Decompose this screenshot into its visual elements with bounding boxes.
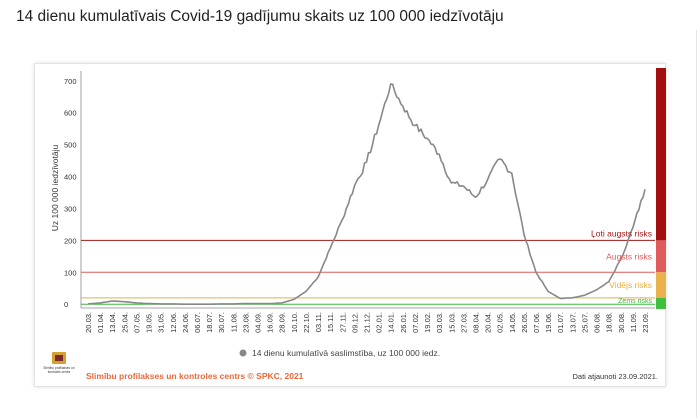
x-tick-label-45: 11.09. — [629, 312, 638, 332]
x-tick-label-6: 31.05. — [157, 312, 166, 333]
y-tick-label-1: 100 — [64, 268, 77, 277]
page-title: 14 dienu kumulatīvais Covid-19 gadījumu … — [16, 8, 504, 25]
x-tick-label-17: 10.10. — [290, 312, 299, 333]
axes — [80, 71, 655, 309]
x-tick-label-3: 25.04. — [120, 312, 129, 333]
risk-band-0 — [656, 68, 666, 241]
x-tick-label-19: 03.11. — [314, 312, 323, 332]
x-tick-label-35: 14.05. — [508, 312, 517, 333]
x-tick-label-30: 15.03. — [447, 312, 456, 333]
x-tick-label-5: 19.05. — [145, 312, 154, 333]
logo-text-line-1: Slimību profilakses un — [43, 366, 74, 370]
legend: 14 dienu kumulatīvā saslimstība, uz 100 … — [239, 348, 440, 358]
x-tick-label-21: 27.11. — [338, 312, 347, 332]
x-tick-label-9: 06.07. — [193, 312, 202, 333]
x-tick-label-11: 30.07. — [217, 312, 226, 333]
risk-label-0: Ļoti augsts risks — [591, 228, 652, 238]
x-tick-label-7: 12.06. — [169, 312, 178, 333]
risk-label-1: Augsts risks — [606, 251, 652, 261]
x-tick-label-15: 16.09. — [266, 312, 275, 333]
chart-card — [34, 63, 666, 387]
x-tick-label-29: 03.03. — [435, 312, 444, 333]
x-tick-label-39: 01.07. — [556, 312, 565, 333]
legend-marker — [239, 349, 247, 357]
risk-band-2 — [656, 272, 666, 298]
risk-band-3 — [656, 297, 666, 309]
x-tick-label-16: 28.09. — [278, 312, 287, 333]
spkc-logo: Slimību profilakses un kontroles centrs — [43, 352, 75, 374]
y-tick-label-0: 0 — [64, 300, 68, 309]
y-tick-label-3: 300 — [64, 204, 77, 213]
risk-label-3: Zems risks — [618, 298, 652, 305]
x-tick-label-18: 22.10. — [302, 312, 311, 333]
risk-labels: Ļoti augsts risks Augsts risks Vidējs risk… — [591, 228, 652, 305]
x-tick-label-14: 04.09. — [254, 312, 263, 333]
x-tick-label-31: 27.03. — [459, 312, 468, 333]
x-tick-label-0: 20.03. — [84, 312, 93, 333]
legend-label: 14 dienu kumulatīvā saslimstība, uz 100 … — [252, 348, 440, 358]
y-tick-label-5: 500 — [64, 141, 77, 150]
y-tick-label-6: 600 — [64, 109, 77, 118]
x-tick-label-12: 11.08. — [229, 312, 238, 332]
x-tick-label-13: 23.08. — [241, 312, 250, 333]
x-tick-label-22: 09.12. — [350, 312, 359, 333]
y-tick-label-4: 400 — [64, 173, 77, 182]
x-tick-label-37: 07.06. — [532, 312, 541, 333]
x-tick-label-34: 02.05. — [496, 312, 505, 333]
x-tick-label-46: 23.09. — [641, 312, 650, 333]
x-tick-label-25: 14.01. — [387, 312, 396, 333]
y-tick-labels: 0 100 200 300 400 500 600 700 — [64, 77, 77, 309]
y-tick-label-2: 200 — [64, 236, 77, 245]
x-tick-label-1: 01.04. — [96, 312, 105, 333]
x-tick-label-28: 19.02. — [423, 312, 432, 333]
x-tick-label-41: 25.07. — [580, 312, 589, 333]
risk-level-bar — [656, 68, 666, 309]
page-edge-line — [696, 30, 697, 418]
x-tick-labels: 20.03. 01.04. 13.04. 25.04. 07.05. 19.05. 31.0… — [84, 312, 650, 333]
series-line-cumulative-incidence — [87, 83, 646, 305]
x-tick-label-38: 19.06. — [544, 312, 553, 333]
x-tick-label-33: 20.04. — [484, 312, 493, 333]
x-tick-label-26: 26.01. — [399, 312, 408, 333]
footer-source: Slimību profilakses un kontroles centrs … — [86, 371, 304, 381]
x-tick-label-23: 21.12. — [363, 312, 372, 333]
x-tick-label-42: 06.08. — [593, 312, 602, 333]
logo-text-line-2: kontroles centrs — [48, 370, 71, 374]
x-tick-label-20: 15.11. — [326, 312, 335, 332]
y-axis-label: Uz 100 000 iedzīvotāju — [50, 144, 60, 231]
x-tick-label-2: 13.04. — [108, 312, 117, 333]
risk-band-1 — [656, 240, 666, 273]
x-tick-label-36: 26.05. — [520, 312, 529, 333]
y-tick-label-7: 700 — [64, 77, 77, 86]
x-tick-label-44: 30.08. — [617, 312, 626, 333]
x-tick-label-8: 24.06. — [181, 312, 190, 333]
x-tick-label-32: 08.04. — [471, 312, 480, 333]
threshold-lines — [81, 239, 655, 305]
x-tick-label-4: 07.05. — [132, 312, 141, 333]
x-tick-label-27: 07.02. — [411, 312, 420, 333]
logo-crest-inner-icon — [55, 355, 63, 361]
x-tick-label-24: 02.01. — [375, 312, 384, 333]
x-tick-label-43: 18.08. — [605, 312, 614, 333]
footer-updated: Dati atjaunoti 23.09.2021. — [573, 372, 658, 381]
x-tick-label-10: 18.07. — [205, 312, 214, 333]
risk-label-2: Vidējs risks — [609, 280, 652, 290]
x-tick-label-40: 13.07. — [568, 312, 577, 333]
